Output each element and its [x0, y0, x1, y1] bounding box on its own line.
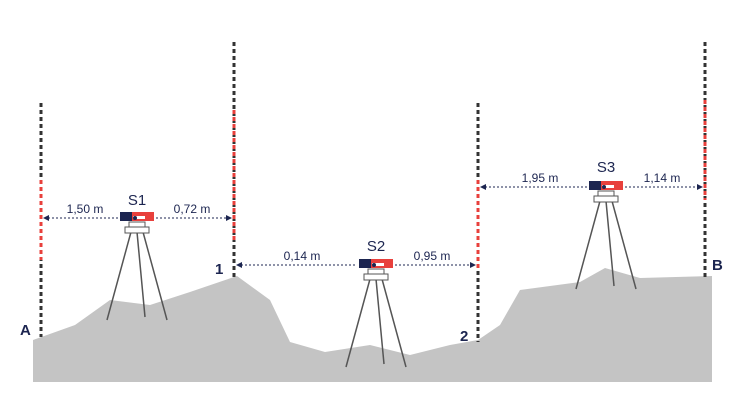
point-label: 1: [215, 261, 223, 278]
point-label: A: [20, 322, 31, 339]
point-label: B: [712, 257, 723, 274]
sight-lines: [43, 184, 703, 268]
station-label: S1: [128, 192, 146, 209]
levelling-rods: [39, 42, 707, 342]
distance-label: 1,50 m: [67, 202, 104, 216]
distance-label: 0,95 m: [414, 249, 451, 263]
ground: [33, 268, 712, 382]
distance-label: 0,14 m: [284, 249, 321, 263]
distance-label: 0,72 m: [174, 202, 211, 216]
point-label: 2: [460, 328, 468, 345]
station-label: S2: [367, 238, 385, 255]
distance-label: 1,95 m: [522, 171, 559, 185]
station-label: S3: [597, 159, 615, 176]
distance-label: 1,14 m: [644, 171, 681, 185]
